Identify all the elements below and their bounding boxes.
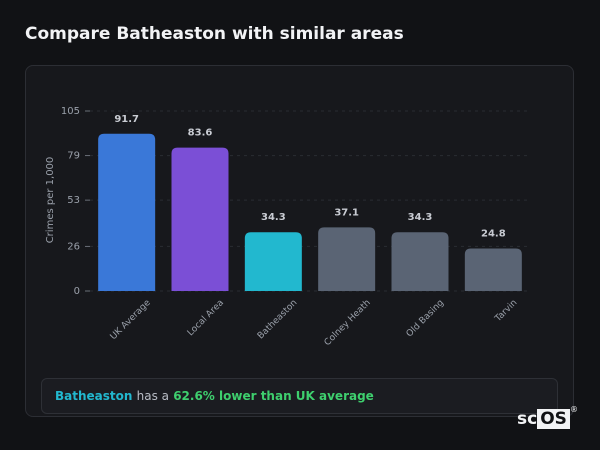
y-tick-label: 26 [67,241,80,252]
x-tick-label: Batheaston [256,298,299,341]
bar [244,232,302,291]
value-label: 34.3 [408,212,433,223]
bar [171,147,229,291]
summary-box: Batheaston has a 62.6% lower than UK ave… [41,378,558,414]
x-tick-label: Colney Heath [323,298,373,348]
y-axis-label: Crimes per 1,000 [45,157,56,244]
value-label: 83.6 [188,128,213,139]
x-tick-label: Old Basing [405,298,446,339]
bar [464,248,522,291]
summary-text: has a [136,389,170,403]
summary-highlight: 62.6% lower than UK average [173,389,374,403]
page-title: Compare Batheaston with similar areas [25,24,404,44]
x-tick-label: Tarvin [493,298,520,325]
y-tick-label: 79 [67,151,80,162]
value-label: 34.3 [261,212,286,223]
x-tick-label: UK Average [109,298,153,342]
logo-mark: ® [570,405,578,414]
value-label: 24.8 [481,228,506,239]
y-tick-label: 105 [61,106,80,117]
y-tick-label: 0 [74,286,80,297]
x-tick-label: Local Area [186,298,226,338]
value-label: 37.1 [334,207,359,218]
summary-area: Batheaston [55,389,133,403]
value-label: 91.7 [114,114,139,125]
logo: sc OS ® [517,405,578,429]
logo-text: OS [537,409,570,429]
bar [98,133,156,291]
y-tick-label: 53 [67,195,80,206]
bar [391,232,449,291]
bar [318,227,376,291]
logo-text: sc [517,409,538,429]
